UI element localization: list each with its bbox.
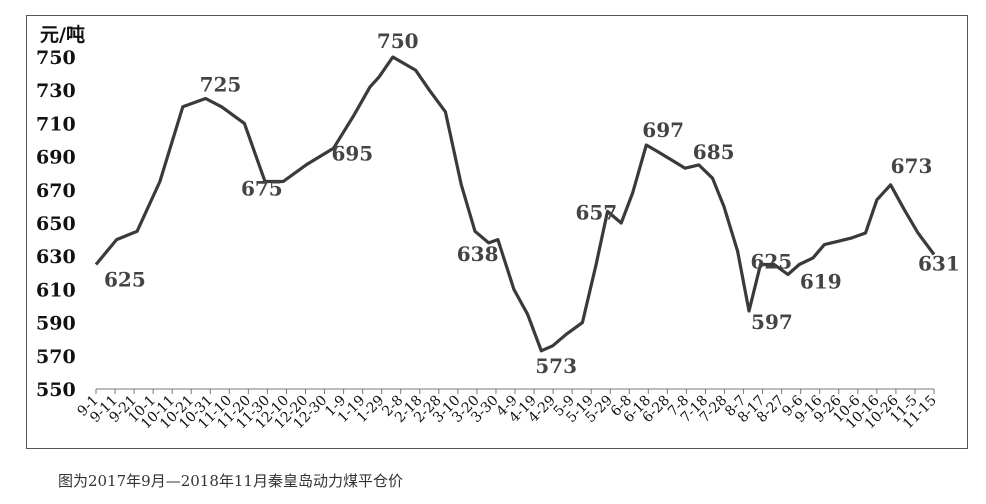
- y-tick-label: 730: [36, 80, 76, 102]
- data-label: 750: [377, 29, 419, 53]
- y-tick-label: 610: [36, 279, 76, 301]
- line-chart: 550570590610630650670690710730750元/吨9-19…: [36, 23, 960, 432]
- data-label: 673: [891, 154, 933, 178]
- y-tick-label: 750: [36, 47, 76, 69]
- data-label: 625: [750, 250, 792, 274]
- y-tick-label: 710: [36, 113, 76, 135]
- y-tick-label: 650: [36, 213, 76, 235]
- y-tick-label: 590: [36, 313, 76, 335]
- y-tick-label: 550: [36, 379, 76, 401]
- y-tick-label: 670: [36, 180, 76, 202]
- data-label: 638: [457, 242, 499, 266]
- data-label: 685: [693, 140, 735, 164]
- y-tick-label: 630: [36, 246, 76, 268]
- series-line: [94, 55, 936, 353]
- y-axis-title: 元/吨: [40, 23, 85, 46]
- data-label: 697: [642, 118, 684, 142]
- data-label: 597: [751, 310, 793, 334]
- data-label: 573: [535, 354, 577, 378]
- figure-caption: 图为2017年9月—2018年11月秦皇岛动力煤平仓价: [58, 472, 403, 490]
- data-label: 631: [918, 252, 960, 276]
- chart-frame: [26, 15, 968, 449]
- data-label: 619: [800, 269, 842, 293]
- data-label: 695: [331, 141, 373, 165]
- y-tick-label: 570: [36, 346, 76, 368]
- y-tick-label: 690: [36, 147, 76, 169]
- data-label: 675: [241, 177, 283, 201]
- data-label: 657: [575, 200, 617, 224]
- data-label: 625: [104, 268, 146, 292]
- data-label: 725: [200, 73, 242, 97]
